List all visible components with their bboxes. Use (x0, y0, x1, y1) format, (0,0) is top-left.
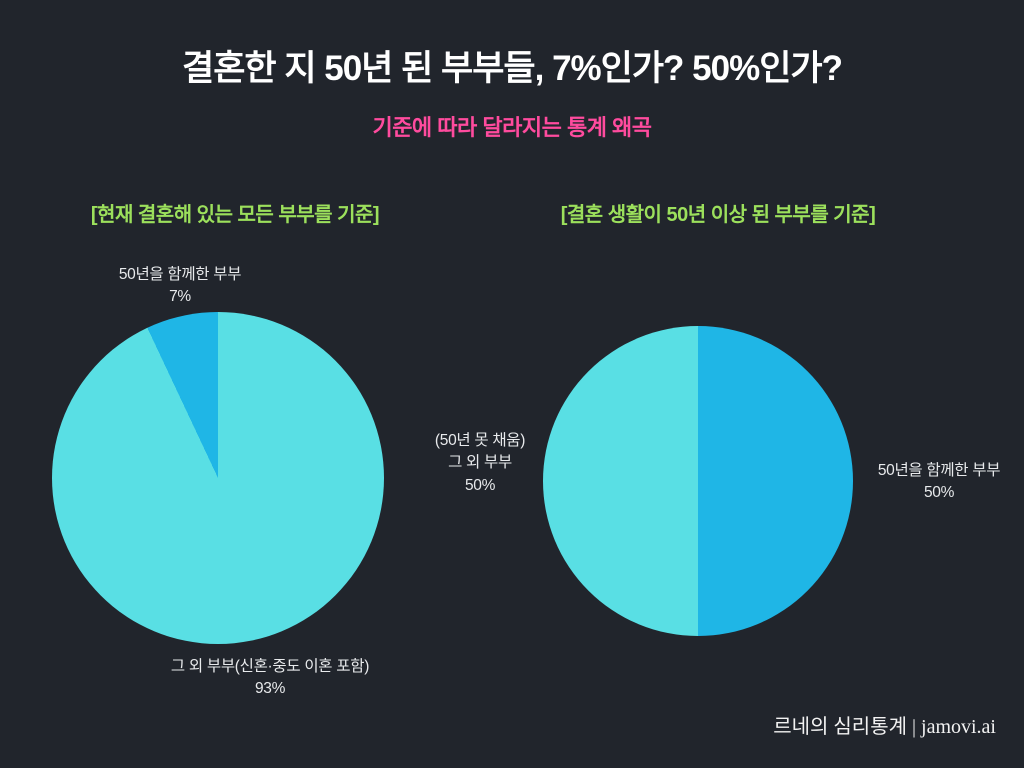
slice-percent-text: 50% (464, 476, 496, 494)
slice-percent-text: 7% (169, 288, 191, 306)
slice-label-text: 50년을 함께한 부부 (877, 462, 1001, 479)
page-title: 결혼한 지 50년 된 부부들, 7%인가? 50%인가? (182, 49, 843, 88)
left-pie-large-slice-label: 그 외 부부(신혼·중도 이혼 포함) 93% (98, 656, 442, 701)
right-pie-left-slice-label: (50년 못 채움) 그 외 부부 50% (404, 430, 556, 497)
slice-label-text: (50년 못 채움) (434, 432, 526, 449)
right-chart-heading: [결혼 생활이 50년 이상 된 부부를 기준] (560, 204, 876, 226)
slice-percent-text: 50% (923, 484, 955, 502)
left-chart-heading: [현재 결혼해 있는 모든 부부를 기준] (90, 204, 380, 226)
left-pie-small-slice-label: 50년을 함께한 부부 7% (88, 264, 272, 309)
slice-label-text: 그 외 부부 (448, 454, 512, 472)
right-pie-right-slice-label: 50년을 함께한 부부 50% (860, 460, 1018, 505)
page-subtitle: 기준에 따라 달라지는 통계 왜곡 (372, 115, 652, 140)
pie-chart-all-couples (52, 312, 384, 644)
pie-chart-50year-couples (543, 326, 853, 636)
footer-credit: 르네의 심리통계 | jamovi.ai (773, 716, 996, 738)
slice-label-text: 50년을 함께한 부부 (118, 266, 242, 283)
slice-percent-text: 93% (254, 680, 286, 698)
slice-label-text: 그 외 부부(신혼·중도 이혼 포함) (170, 658, 370, 675)
